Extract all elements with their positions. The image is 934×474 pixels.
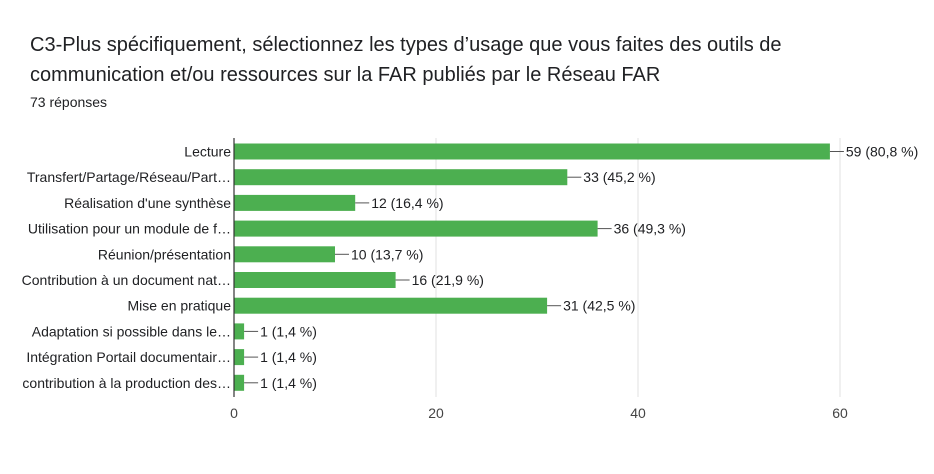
data-label: 1 (1,4 %)	[260, 375, 317, 391]
bar	[234, 246, 335, 263]
bar	[234, 220, 598, 237]
x-tick-label: 0	[230, 405, 238, 421]
data-label: 16 (21,9 %)	[412, 272, 484, 288]
bar	[234, 323, 245, 340]
category-label: contribution à la production des…	[22, 375, 231, 391]
bar	[234, 143, 830, 160]
data-label: 12 (16,4 %)	[371, 195, 443, 211]
category-label: Adaptation si possible dans le…	[32, 323, 231, 339]
x-tick-label: 40	[630, 405, 646, 421]
data-label: 1 (1,4 %)	[260, 349, 317, 365]
data-label: 36 (49,3 %)	[614, 221, 686, 237]
x-tick-label: 20	[428, 405, 444, 421]
bar	[234, 272, 396, 288]
category-label: Utilisation pour un module de f…	[28, 221, 231, 237]
category-label: Contribution à un document nat…	[22, 272, 231, 288]
chart-title: C3-Plus spécifiquement, sélectionnez les…	[30, 34, 782, 86]
category-label: Transfert/Partage/Réseau/Part…	[27, 169, 231, 185]
data-label: 33 (45,2 %)	[583, 169, 655, 185]
category-label: Lecture	[184, 144, 231, 160]
data-label: 10 (13,7 %)	[351, 246, 423, 262]
category-label: Mise en pratique	[127, 298, 231, 314]
bar	[234, 169, 568, 186]
bar	[234, 349, 245, 366]
data-label: 31 (42,5 %)	[563, 298, 635, 314]
x-tick-label: 60	[832, 405, 848, 421]
response-count: 73 réponses	[30, 94, 108, 110]
data-label: 1 (1,4 %)	[260, 323, 317, 339]
bar	[234, 194, 356, 211]
category-label: Réunion/présentation	[98, 246, 231, 262]
bar	[234, 374, 245, 391]
data-label: 59 (80,8 %)	[846, 144, 918, 160]
bar	[234, 297, 548, 314]
category-label: Réalisation d'une synthèse	[64, 195, 231, 211]
category-label: Intégration Portail documentair…	[26, 349, 231, 365]
